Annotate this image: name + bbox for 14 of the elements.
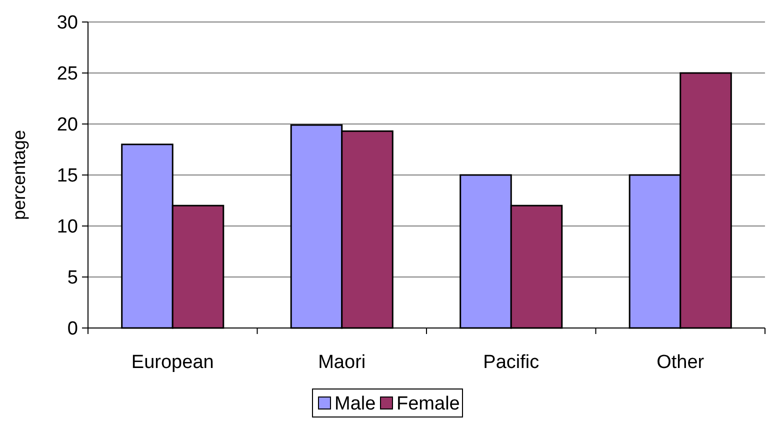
y-tick-label: 20	[56, 114, 78, 136]
x-tick-label: Other	[656, 352, 705, 373]
y-tick-label: 5	[67, 268, 78, 289]
y-tick-label: 25	[56, 64, 78, 85]
y-tick-label: 15	[56, 166, 78, 187]
y-tick-label: 0	[67, 318, 78, 340]
legend-label: Female	[396, 394, 460, 415]
y-tick-label: 30	[56, 12, 78, 34]
legend-label: Male	[334, 394, 376, 415]
x-tick-label: Pacific	[483, 352, 540, 373]
y-axis-title: percentage	[9, 130, 29, 220]
x-tick-label: Maori	[318, 352, 366, 373]
x-tick-label: European	[131, 352, 214, 373]
y-tick-label: 10	[56, 216, 78, 238]
